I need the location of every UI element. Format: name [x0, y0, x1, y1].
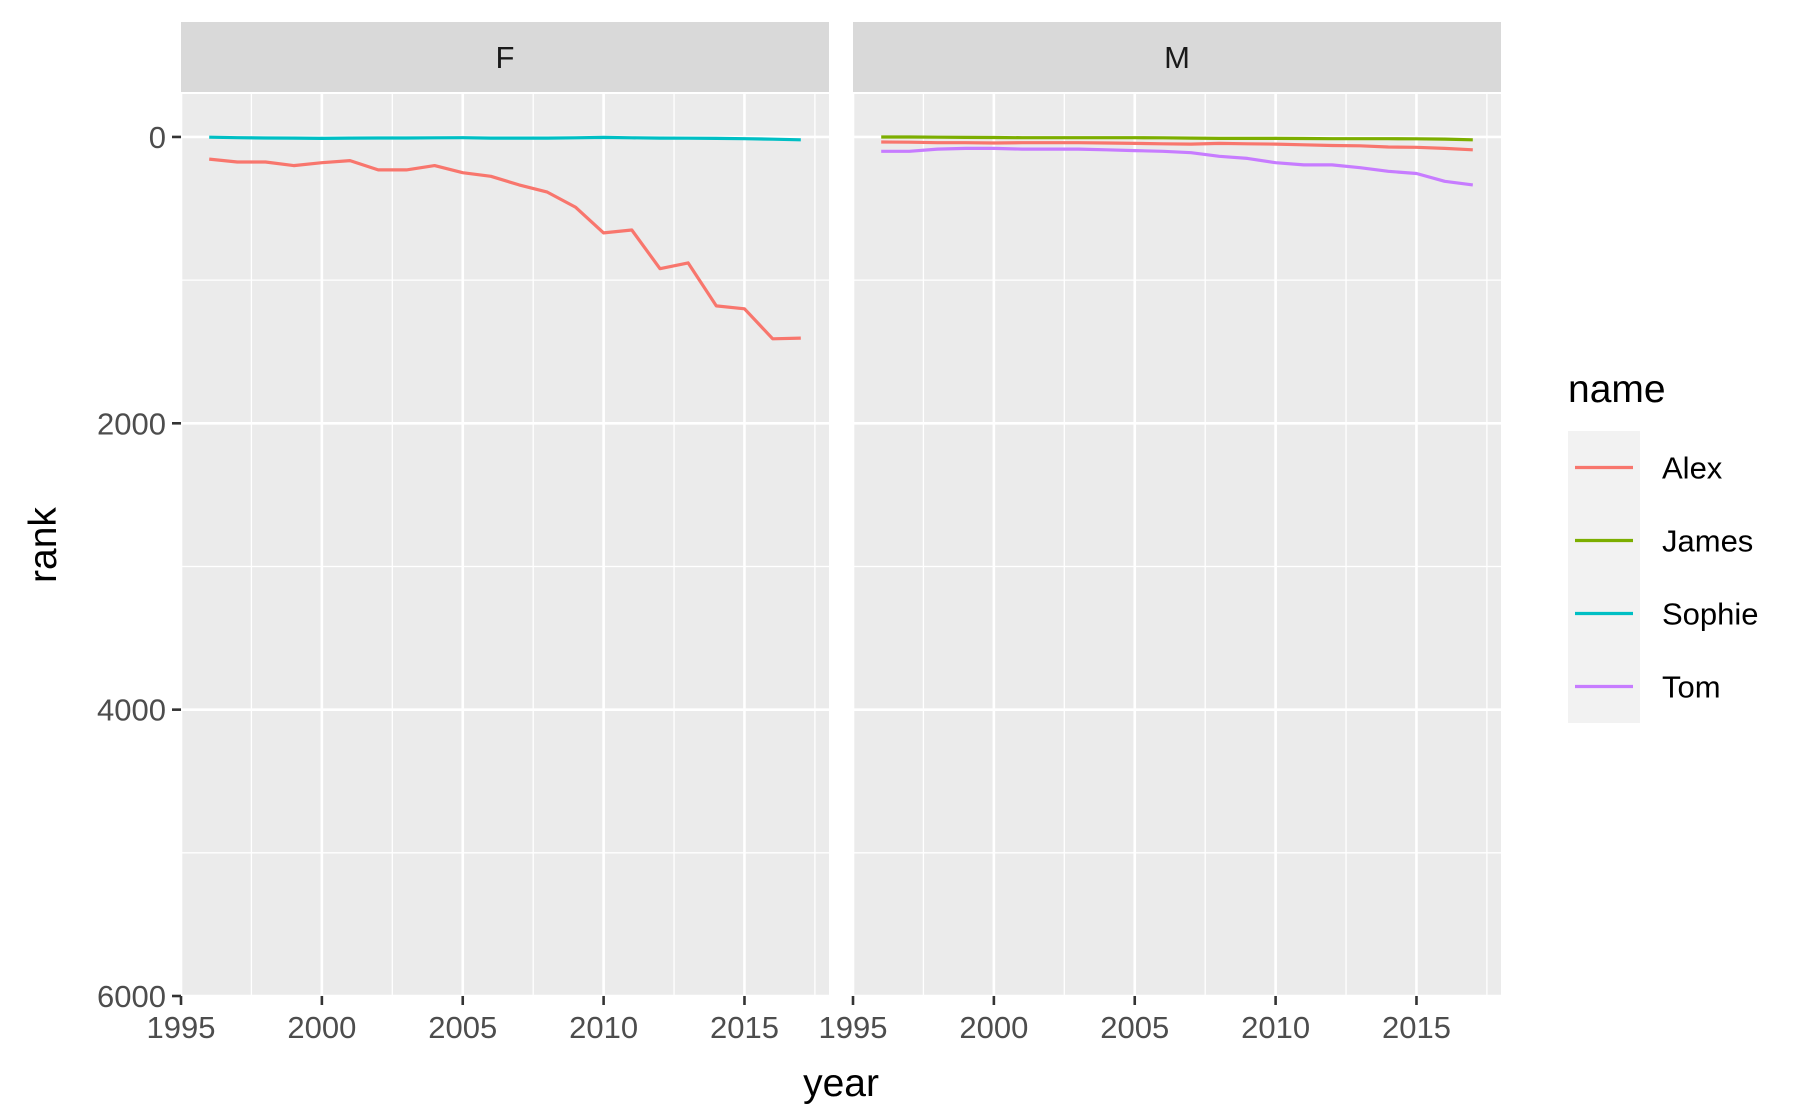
panel-background [853, 94, 1501, 996]
facet-panel-m: M 1995 2000 2005 2010 2015 [819, 22, 1501, 1045]
x-axis-tick-label: 1995 [147, 1010, 216, 1045]
x-axis-tick-label: 1995 [819, 1010, 888, 1045]
facet-strip-label: M [1164, 40, 1190, 75]
facet-strip [853, 22, 1501, 92]
x-axis-tick-label: 2010 [1241, 1010, 1310, 1045]
y-axis-tick-label: 6000 [97, 979, 166, 1014]
series-line-james [881, 135, 1473, 142]
y-axis-title: rank [22, 507, 65, 583]
x-axis-title: year [803, 1062, 879, 1105]
facet-strip-label: F [496, 40, 515, 75]
legend-label-alex: Alex [1662, 451, 1723, 486]
facet-panel-f: F 1995 2000 2005 2010 2015 0 2000 4000 6000 [97, 22, 829, 1045]
legend-title: name [1568, 368, 1666, 411]
legend-label-sophie: Sophie [1662, 597, 1759, 632]
series-line-tom [881, 146, 1474, 187]
legend-label-tom: Tom [1662, 670, 1721, 705]
series-line-alex [881, 140, 1473, 152]
x-axis-tick-label: 2015 [710, 1010, 779, 1045]
x-axis-tick-label: 2005 [1100, 1010, 1169, 1045]
facet-strip [181, 22, 829, 92]
y-axis-tick-label: 2000 [97, 406, 166, 441]
panel-background [181, 94, 829, 996]
x-axis-tick-label: 2000 [287, 1010, 356, 1045]
legend: name Alex James Sophie Tom [1568, 368, 1759, 723]
series-line-alex [209, 157, 801, 341]
y-axis-tick-label: 4000 [97, 693, 166, 728]
series-line-sophie [209, 135, 801, 142]
x-axis-tick-label: 2000 [959, 1010, 1028, 1045]
x-axis-tick-label: 2005 [428, 1010, 497, 1045]
legend-label-james: James [1662, 524, 1753, 559]
legend-key-background [1568, 431, 1640, 723]
x-axis-tick-label: 2010 [569, 1010, 638, 1045]
y-axis-tick-label: 0 [149, 120, 166, 155]
x-axis-tick-label: 2015 [1382, 1010, 1451, 1045]
